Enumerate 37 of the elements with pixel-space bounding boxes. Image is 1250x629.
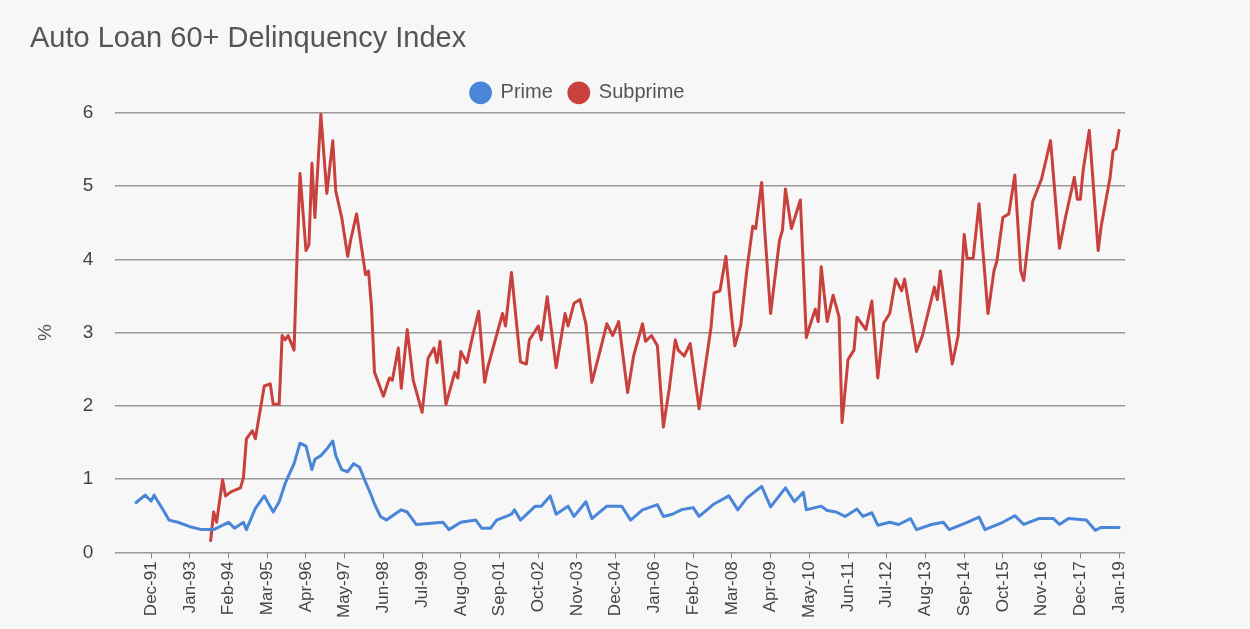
x-tick-label: Dec-17 [1070,561,1090,617]
x-tick-label: Apr-09 [760,561,780,613]
x-tick-label: Aug-00 [450,561,470,617]
x-tick-label: Dec-91 [140,561,160,617]
x-tick-label: May-10 [798,561,818,618]
x-tick-label: Jun-98 [373,561,393,614]
y-tick-label: 4 [82,247,94,269]
legend-label: Prime [500,80,553,103]
y-axis-title: % [33,324,55,342]
x-tick-label: Nov-03 [566,561,586,617]
x-tick-label: Mar-08 [721,561,741,616]
x-tick-label: Sep-01 [489,561,509,617]
x-tick-label: Jan-93 [179,561,199,614]
chart-title: Auto Loan 60+ Delinquency Index [30,21,467,54]
x-tick-label: Aug-13 [915,561,935,617]
y-tick-label: 3 [82,320,94,342]
x-tick-label: Dec-04 [605,561,625,617]
x-tick-label: Jan-19 [1108,561,1128,614]
x-tick-label: Jan-06 [644,561,664,614]
x-tick-label: Sep-14 [953,561,973,617]
x-tick-label: Feb-07 [682,561,702,616]
y-tick-label: 0 [82,540,94,562]
y-tick-label: 6 [82,101,94,123]
x-tick-label: Jun-11 [837,561,857,613]
x-tick-label: Feb-94 [218,561,238,616]
y-tick-label: 1 [82,467,94,489]
x-tick-label: May-97 [334,561,354,618]
x-tick-label: Mar-95 [256,561,276,616]
legend-label: Subprime [598,80,685,103]
x-tick-label: Jul-12 [876,561,896,608]
y-tick-label: 5 [82,174,94,196]
y-tick-label: 2 [82,394,94,416]
x-tick-label: Apr-96 [295,561,315,613]
x-tick-label: Nov-16 [1031,561,1051,617]
x-tick-label: Oct-02 [527,561,547,613]
x-tick-label: Jul-99 [411,561,431,608]
x-tick-label: Oct-15 [992,561,1012,613]
